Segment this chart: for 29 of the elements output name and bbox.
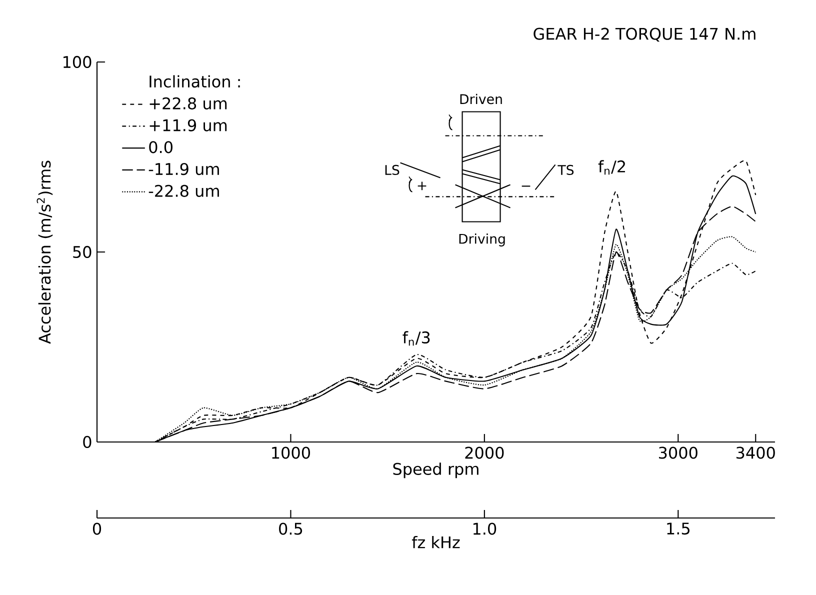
legend-label: +22.8 um (150, 97, 227, 110)
x-tick-label: 2000 (465, 446, 504, 459)
annotation: f$_{n}$/2 (598, 160, 625, 175)
annotation: + (418, 182, 426, 190)
x2-tick-label: 0 (92, 522, 102, 535)
annotation: − (522, 186, 530, 187)
legend-label: +11.9 um (150, 119, 227, 132)
legend-label: -22.8 um (148, 184, 219, 197)
y-tick-label: 50 (73, 246, 92, 258)
x2-axis-title: fz kHz (412, 536, 460, 548)
x-tick-label: 3400 (736, 446, 775, 459)
x2-tick-label: 1.5 (667, 522, 690, 535)
legend-label: 0.0 (149, 141, 172, 154)
x-tick-label: 1000 (272, 446, 310, 459)
x-tick-label: 3000 (659, 446, 698, 459)
annotation: f$_{n}$/3 (402, 331, 430, 346)
annotation: TS (558, 164, 574, 176)
x2-tick-label: 1.0 (473, 522, 496, 535)
x2-tick-label: 0.5 (279, 522, 302, 535)
x-axis-title: Speed rpm (393, 462, 478, 478)
annotation: LS (385, 164, 400, 176)
y-tick-label: 100 (64, 56, 92, 68)
legend-title: Inclination : (150, 75, 240, 88)
annotation: Driving (459, 234, 505, 246)
chart-title: GEAR H-2 TORQUE 147 N.m (534, 28, 756, 42)
legend-label: -11.9 um (148, 162, 219, 176)
y-axis-title: Acceleration (m/s$^{2}$)rms (36, 160, 53, 344)
annotation: Driven (460, 94, 502, 104)
y-tick-label: 0 (83, 436, 92, 448)
